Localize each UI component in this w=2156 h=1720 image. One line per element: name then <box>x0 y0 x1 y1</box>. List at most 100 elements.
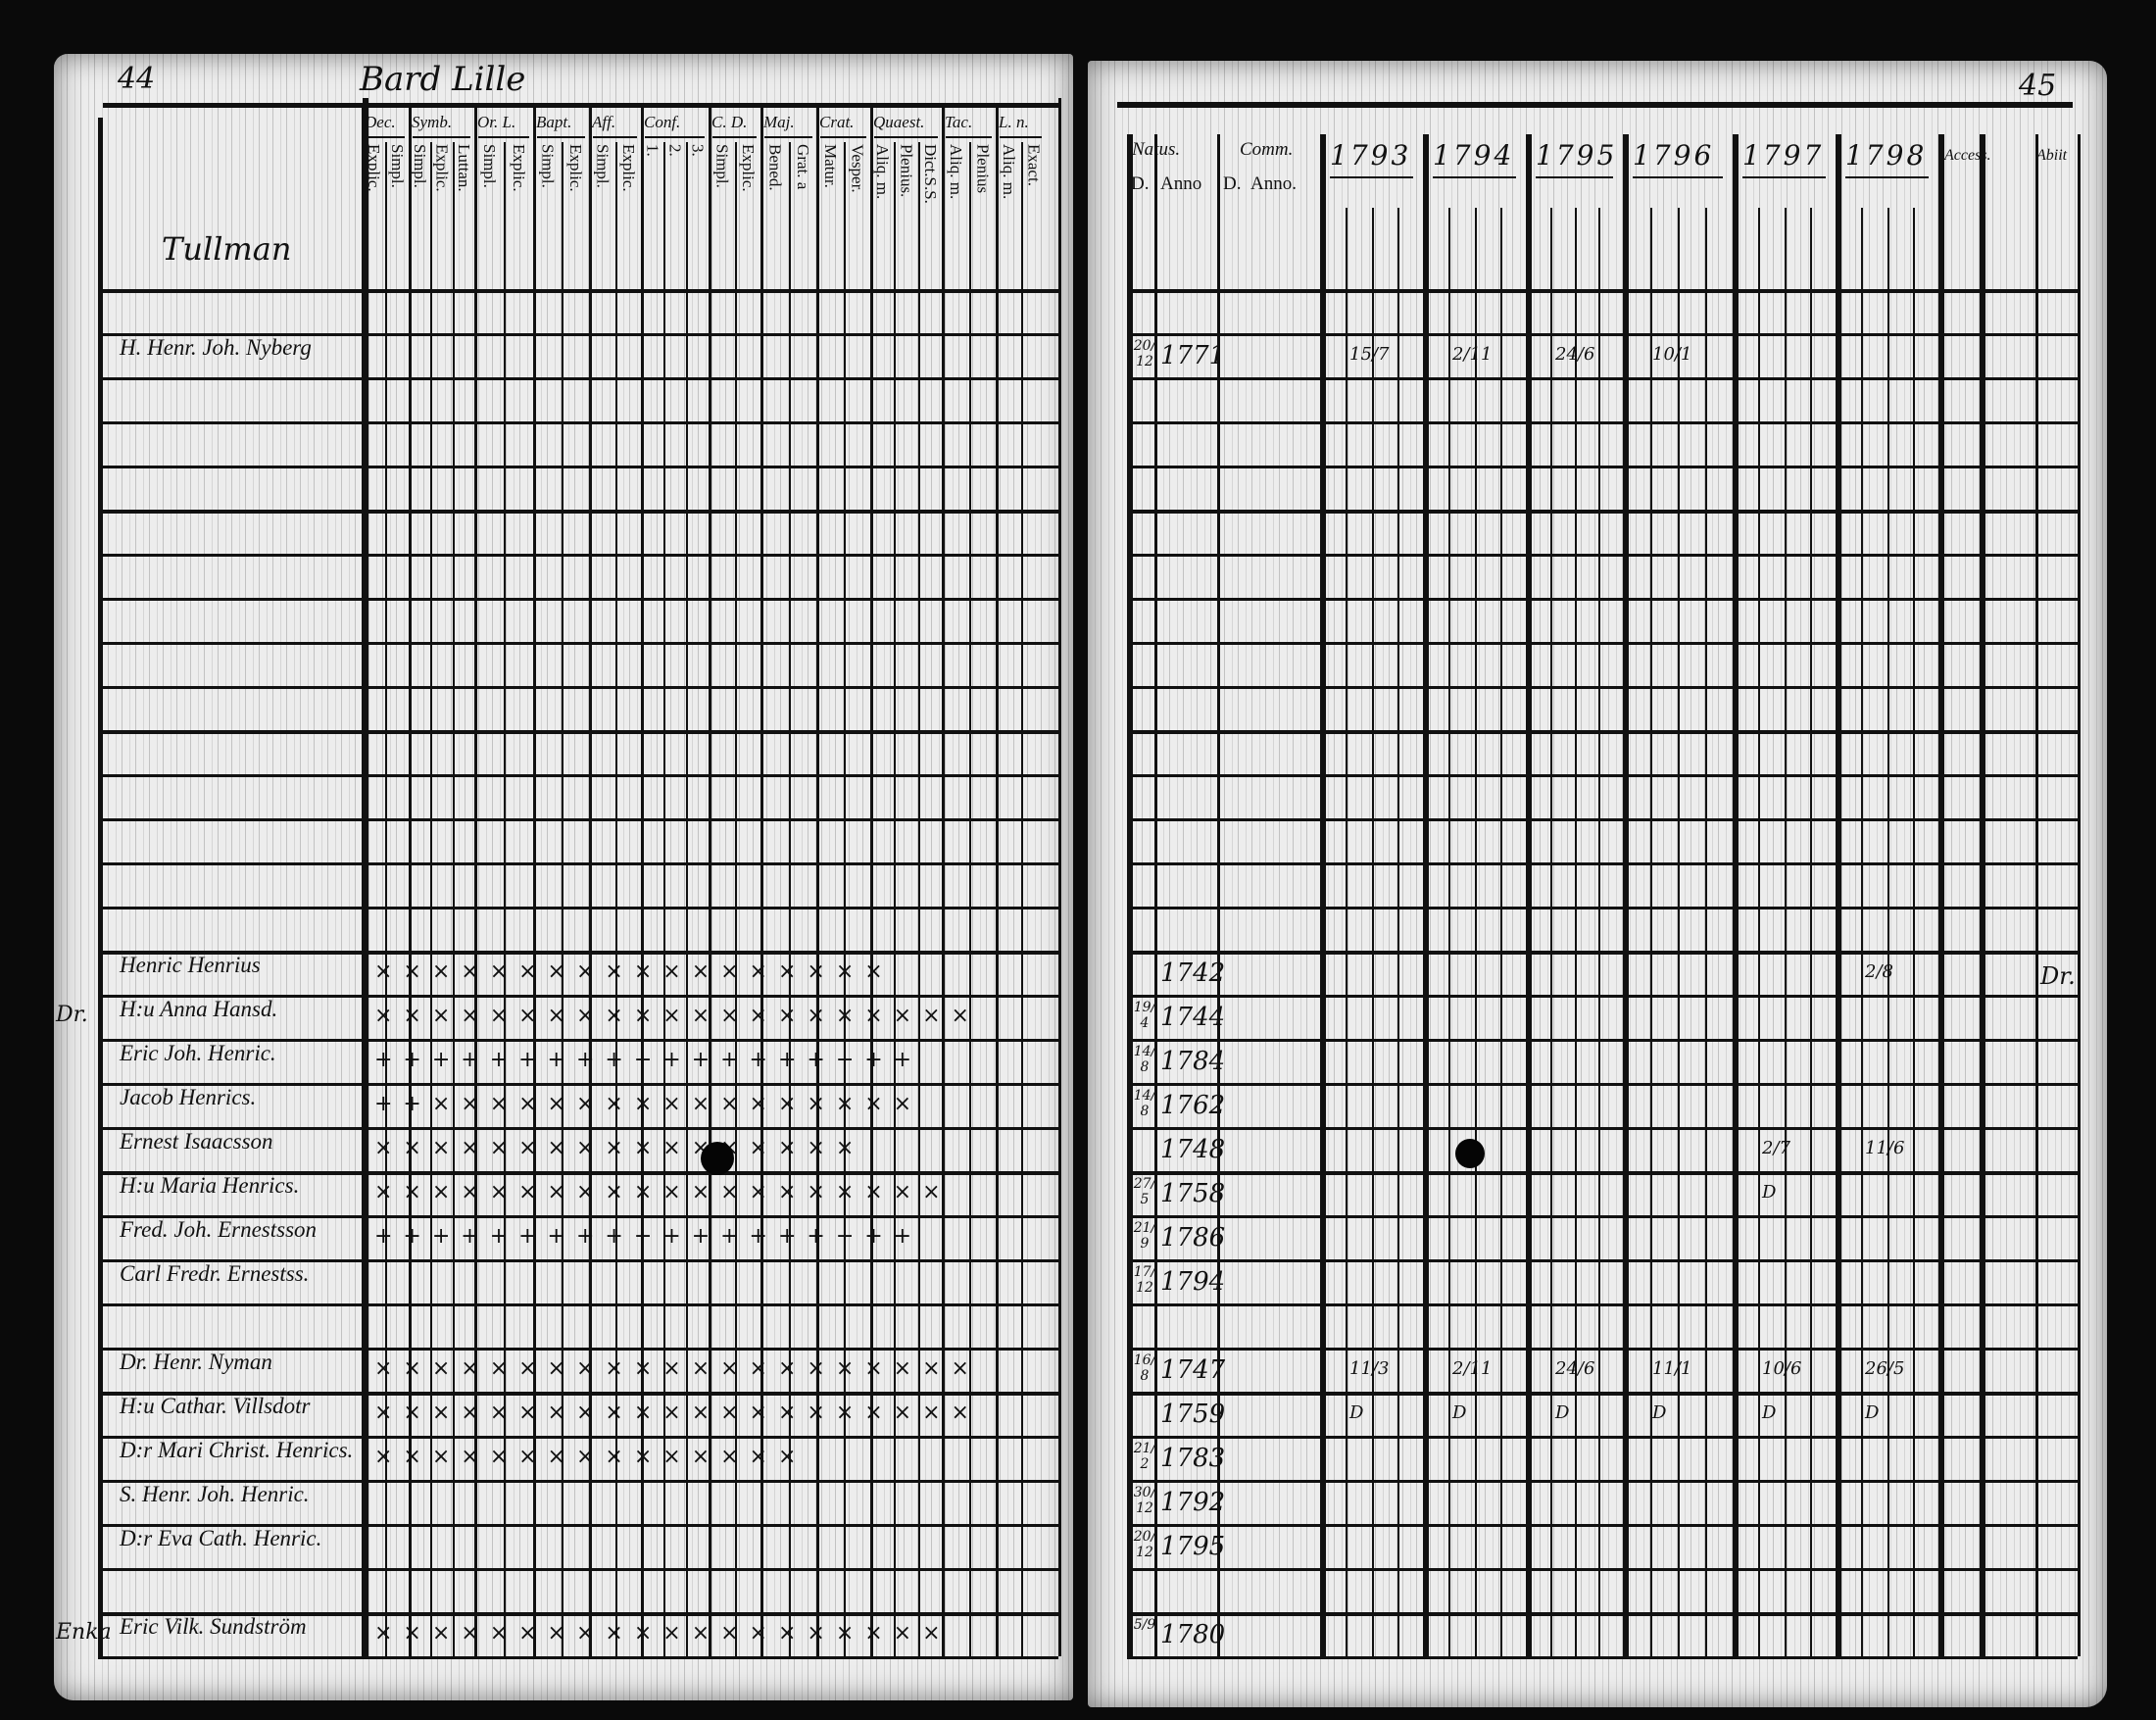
column-line <box>1733 134 1739 1656</box>
row-line <box>98 1524 1058 1527</box>
abiit-note: Dr. <box>2040 962 2076 990</box>
row-line <box>1127 1436 2078 1439</box>
person-name: D:r Mari Christ. Henrics. <box>120 1438 354 1462</box>
column-group-label: Aff. <box>592 113 616 131</box>
attainment-marks: × × × × × × × × × × × × × × × × × × × × … <box>374 1356 971 1381</box>
subcolumn-label: Aliq. m. <box>946 144 965 200</box>
subcolumn-line <box>1474 208 1477 1656</box>
row-line <box>1127 1215 2078 1218</box>
name-column-border <box>363 98 368 1656</box>
column-group-line <box>533 108 536 1656</box>
column-group-label: Dec. <box>365 113 396 131</box>
subcolumn-line <box>1346 208 1348 1656</box>
subcolumn-line <box>1809 208 1812 1656</box>
margin-note: Enka <box>56 1620 112 1645</box>
person-name: H:u Anna Hansd. <box>120 997 278 1021</box>
header-rule <box>1117 102 2073 108</box>
subcolumn-line <box>1705 208 1707 1656</box>
column-group-label: C. D. <box>711 113 748 131</box>
birth-day: 21/2 <box>1133 1441 1156 1472</box>
birth-year: 1795 <box>1160 1532 1226 1561</box>
year-underline <box>1633 176 1723 178</box>
row-line <box>1127 686 2078 689</box>
group-underline <box>946 136 992 138</box>
birth-day: 17/12 <box>1133 1264 1156 1296</box>
subcolumn-line <box>843 142 846 1656</box>
row-line <box>1127 333 2078 336</box>
year-underline <box>1433 176 1516 178</box>
row-line <box>98 1348 1058 1351</box>
birth-day: 16/8 <box>1133 1352 1156 1384</box>
row-line <box>1127 1127 2078 1130</box>
subcolumn-label: 2. <box>665 144 685 157</box>
row-line <box>1127 466 2078 468</box>
row-line <box>1127 1480 2078 1483</box>
row-line <box>98 907 1058 909</box>
group-underline <box>764 136 812 138</box>
birth-day: 5/9 <box>1133 1617 1156 1633</box>
column-line <box>1623 134 1629 1656</box>
communion-date: 10/1 <box>1652 344 1692 365</box>
row-line <box>1127 995 2078 998</box>
column-group-line <box>870 108 873 1656</box>
row-line <box>1127 774 2078 777</box>
row-line <box>98 421 1058 424</box>
birth-year: 1794 <box>1160 1267 1226 1297</box>
header-natus-day: D. <box>1131 173 1150 194</box>
row-line <box>98 1480 1058 1483</box>
subcolumn-label: Aliq. m. <box>873 144 893 200</box>
column-group-line <box>996 108 999 1656</box>
column-group-label: Crat. <box>819 113 855 131</box>
subcolumn-line <box>430 142 433 1656</box>
row-line <box>1127 907 2078 909</box>
row-line <box>1127 818 2078 821</box>
communion-date: 2/11 <box>1452 344 1493 365</box>
header-comm-anno: Anno. <box>1250 173 1297 194</box>
column-group-label: Tac. <box>945 113 973 131</box>
subcolumn-line <box>1678 208 1680 1656</box>
column-group-line <box>942 108 945 1656</box>
column-group-line <box>589 108 592 1656</box>
communion-date: D <box>1762 1182 1777 1203</box>
row-line <box>98 554 1058 557</box>
subcolumn-line <box>1758 208 1761 1656</box>
birth-year: 1762 <box>1160 1091 1226 1120</box>
subcolumn-line <box>1371 208 1374 1656</box>
subcolumn-line <box>452 142 455 1656</box>
page-number: 44 <box>118 62 156 96</box>
column-line <box>1980 134 1985 1656</box>
communion-date: D <box>1652 1402 1667 1423</box>
communion-date: 2/7 <box>1762 1138 1790 1158</box>
subcolumn-label: 1. <box>643 144 662 157</box>
left-page: 44 Bard Lille Tullman Dec. Explic. Simpl. S… <box>54 54 1073 1700</box>
communion-date: 15/7 <box>1349 344 1390 365</box>
subcolumn-label: 3. <box>688 144 708 157</box>
year-header: 1797 <box>1742 139 1825 172</box>
year-header: 1795 <box>1536 139 1618 172</box>
place-title: Bard Lille <box>360 60 526 99</box>
subcolumn-label: Matur. <box>820 144 840 188</box>
row-line <box>1127 510 2078 514</box>
group-underline <box>478 136 529 138</box>
communion-date: 24/6 <box>1555 1358 1595 1379</box>
row-line <box>98 1568 1058 1571</box>
header-natus-anno: Anno <box>1160 173 1202 194</box>
header-rule <box>103 103 1058 108</box>
year-underline <box>1536 176 1613 178</box>
group-underline <box>413 136 470 138</box>
birth-day: 30/12 <box>1133 1485 1156 1516</box>
year-header: 1798 <box>1845 139 1928 172</box>
column-line <box>1154 134 1157 1656</box>
row-line <box>98 686 1058 689</box>
subcolumn-line <box>1499 208 1502 1656</box>
attainment-marks: + + + + + + + + + + + + + + + + + + + <box>374 1048 914 1072</box>
person-name: Fred. Joh. Ernestsson <box>120 1217 318 1242</box>
attainment-marks: × × × × × × × × × × × × × × × × × × × × … <box>374 1401 971 1425</box>
subcolumn-line <box>561 142 564 1656</box>
birth-year: 1744 <box>1160 1003 1226 1032</box>
column-group-label: Bapt. <box>536 113 572 131</box>
row-line <box>98 730 1058 734</box>
row-line <box>98 862 1058 865</box>
column-line <box>1526 134 1532 1656</box>
subcolumn-label: Luttan. <box>454 144 473 192</box>
